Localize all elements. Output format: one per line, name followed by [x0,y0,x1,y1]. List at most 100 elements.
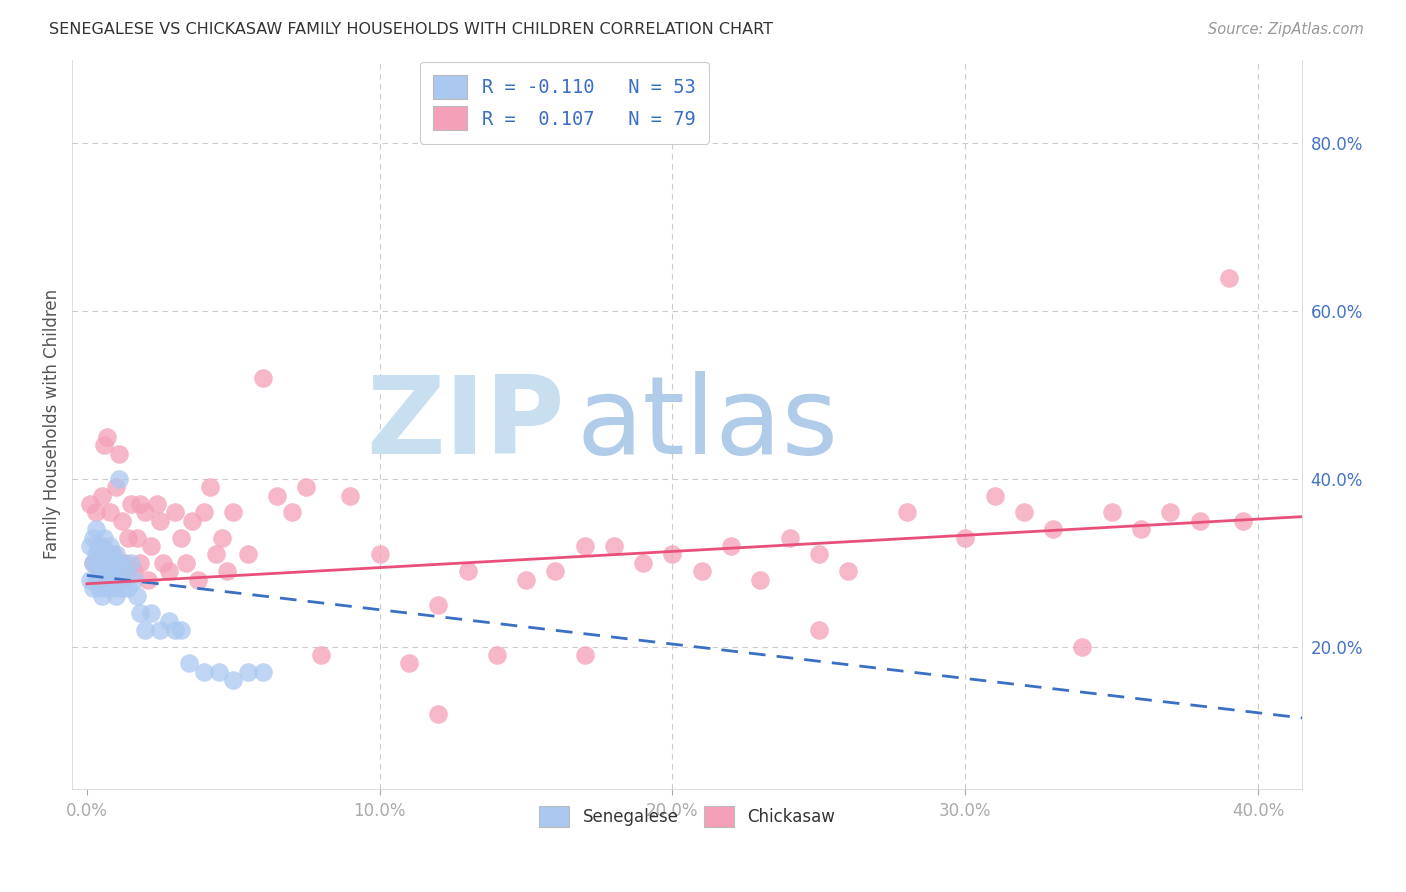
Point [93,556,115,570]
Point [574,648,596,662]
Point [111,514,134,528]
Point [193,506,215,520]
Point [82,556,104,570]
Point [93,438,115,452]
Point [457,564,479,578]
Point [661,548,683,562]
Point [84,548,107,562]
Point [111,556,134,570]
Point [1188,514,1211,528]
Point [204,548,226,562]
Point [603,539,626,553]
Point [84,556,107,570]
Point [955,531,977,545]
Point [125,590,148,604]
Point [1012,506,1035,520]
Point [690,564,713,578]
Point [779,531,801,545]
Point [837,564,859,578]
Point [122,573,145,587]
Point [236,548,259,562]
Point [193,665,215,679]
Point [87,564,110,578]
Point [105,564,128,578]
Point [1232,514,1254,528]
Point [179,657,201,671]
Point [90,539,112,553]
Point [157,615,180,629]
Point [108,573,131,587]
Point [108,472,131,486]
Point [84,522,107,536]
Point [79,573,101,587]
Point [427,706,450,721]
Point [236,665,259,679]
Point [90,590,112,604]
Point [149,514,172,528]
Point [266,489,288,503]
Legend: Senegalese, Chickasaw: Senegalese, Chickasaw [531,797,844,836]
Point [114,556,136,570]
Point [176,556,198,570]
Point [252,665,274,679]
Y-axis label: Family Households with Children: Family Households with Children [44,289,60,559]
Point [90,489,112,503]
Point [93,573,115,587]
Point [96,430,118,444]
Point [90,548,112,562]
Point [98,548,121,562]
Point [84,506,107,520]
Point [79,539,101,553]
Point [87,539,110,553]
Point [149,623,172,637]
Point [141,606,163,620]
Point [98,506,121,520]
Point [1218,270,1240,285]
Point [120,497,142,511]
Point [93,531,115,545]
Point [114,564,136,578]
Point [103,548,125,562]
Point [515,573,537,587]
Point [222,673,245,688]
Point [96,581,118,595]
Point [211,531,233,545]
Point [108,447,131,461]
Point [198,480,221,494]
Point [1042,522,1064,536]
Point [103,581,125,595]
Point [138,573,160,587]
Point [163,506,186,520]
Point [574,539,596,553]
Point [749,573,772,587]
Point [134,623,156,637]
Point [105,590,128,604]
Point [398,657,420,671]
Point [427,598,450,612]
Point [217,564,239,578]
Point [485,648,508,662]
Point [84,573,107,587]
Point [187,573,209,587]
Point [82,581,104,595]
Text: Source: ZipAtlas.com: Source: ZipAtlas.com [1208,22,1364,37]
Point [96,556,118,570]
Point [141,539,163,553]
Point [111,581,134,595]
Point [105,548,128,562]
Text: atlas: atlas [576,371,838,477]
Point [163,623,186,637]
Point [807,623,830,637]
Point [1130,522,1153,536]
Point [368,548,391,562]
Point [128,556,150,570]
Point [1101,506,1123,520]
Point [252,371,274,385]
Point [181,514,204,528]
Point [134,506,156,520]
Point [128,497,150,511]
Point [103,556,125,570]
Point [807,548,830,562]
Point [146,497,169,511]
Point [309,648,332,662]
